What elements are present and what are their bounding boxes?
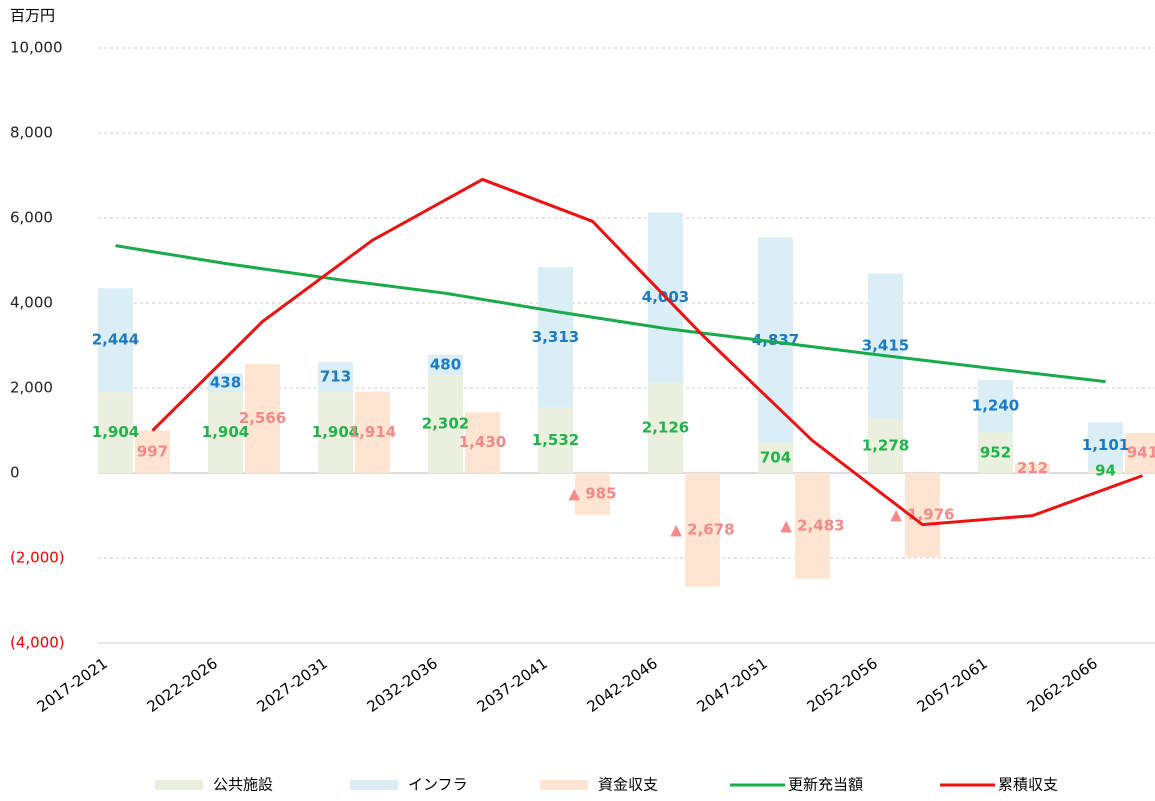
data-label: 1,278 <box>862 436 909 454</box>
bar <box>1088 469 1123 473</box>
bar <box>1125 433 1155 473</box>
y-tick-label: 4,000 <box>10 294 53 312</box>
data-label: 480 <box>430 355 461 373</box>
legend-swatch <box>155 780 203 790</box>
bar <box>428 375 463 473</box>
x-tick-label: 2042-2046 <box>584 654 661 716</box>
bar <box>868 418 903 473</box>
bar <box>98 288 133 393</box>
bar <box>868 273 903 419</box>
bar <box>1088 422 1123 470</box>
data-label: 713 <box>320 367 351 385</box>
bar <box>245 363 280 473</box>
bar <box>428 354 463 376</box>
line <box>151 177 1144 527</box>
data-label: 94 <box>1095 462 1116 480</box>
legend-label: インフラ <box>408 776 468 794</box>
legend-label: 公共施設 <box>213 776 273 794</box>
data-label: 3,415 <box>862 337 909 355</box>
data-label: 438 <box>210 373 241 391</box>
data-label: 941 <box>1127 444 1155 462</box>
data-label: ▲ 2,483 <box>780 516 844 534</box>
x-tick-label: 2047-2051 <box>694 654 771 716</box>
data-label: 997 <box>137 442 168 460</box>
bar <box>208 373 243 393</box>
y-tick-label: 0 <box>10 464 20 482</box>
y-tick-label: 8,000 <box>10 124 53 142</box>
bar <box>318 361 353 393</box>
data-label: 2,566 <box>239 409 286 427</box>
bar <box>355 391 390 473</box>
bar <box>648 382 683 473</box>
data-label: 2,302 <box>422 415 469 433</box>
y-tick-label: 6,000 <box>10 209 53 227</box>
data-label: 1,914 <box>349 423 396 441</box>
data-label: 1,101 <box>1082 436 1129 454</box>
y-axis-label: 百万円 <box>10 7 55 25</box>
data-label: 2,444 <box>92 331 139 349</box>
y-tick-label: (2,000) <box>10 549 65 567</box>
data-label: ▲ 1,976 <box>890 505 954 523</box>
data-label: ▲ 2,678 <box>670 520 734 538</box>
x-tick-label: 2032-2036 <box>364 654 441 716</box>
x-tick-label: 2052-2056 <box>804 654 881 716</box>
bar <box>758 443 793 473</box>
data-label: ▲ 985 <box>568 484 616 502</box>
x-tick-label: 2062-2066 <box>1024 654 1101 716</box>
bar <box>538 267 573 408</box>
data-label: 2,126 <box>642 418 689 436</box>
bar <box>208 392 243 473</box>
data-label: 1,904 <box>92 423 139 441</box>
data-label: 1,240 <box>972 397 1019 415</box>
x-tick-label: 2037-2041 <box>474 654 551 716</box>
bar <box>318 392 353 473</box>
data-label: 1,532 <box>532 431 579 449</box>
data-label: 952 <box>980 443 1011 461</box>
bar <box>465 412 500 473</box>
legend-label: 累積収支 <box>998 776 1058 794</box>
y-tick-label: 10,000 <box>10 39 63 57</box>
bar <box>795 473 830 579</box>
bar <box>978 379 1013 433</box>
x-tick-label: 2017-2021 <box>34 654 111 716</box>
data-label: 212 <box>1017 459 1048 477</box>
y-tick-label: 2,000 <box>10 379 53 397</box>
data-label: 1,904 <box>202 423 249 441</box>
legend-swatch <box>540 780 588 790</box>
data-label: 1,904 <box>312 423 359 441</box>
bar <box>978 432 1013 473</box>
legend-label: 更新充当額 <box>788 776 863 794</box>
data-label: 704 <box>760 449 791 467</box>
bar <box>98 392 133 473</box>
line <box>115 244 1106 384</box>
x-tick-label: 2022-2026 <box>144 654 221 716</box>
bar <box>1015 463 1050 473</box>
x-tick-label: 2057-2061 <box>914 654 991 716</box>
data-label: 1,430 <box>459 433 506 451</box>
bar <box>575 473 610 515</box>
legend-swatch <box>350 780 398 790</box>
bar <box>538 407 573 473</box>
bar <box>685 473 720 587</box>
x-tick-label: 2027-2031 <box>254 654 331 716</box>
y-tick-label: (4,000) <box>10 634 65 652</box>
bar <box>135 430 170 473</box>
data-label: 3,313 <box>532 328 579 346</box>
legend-label: 資金収支 <box>598 776 658 794</box>
